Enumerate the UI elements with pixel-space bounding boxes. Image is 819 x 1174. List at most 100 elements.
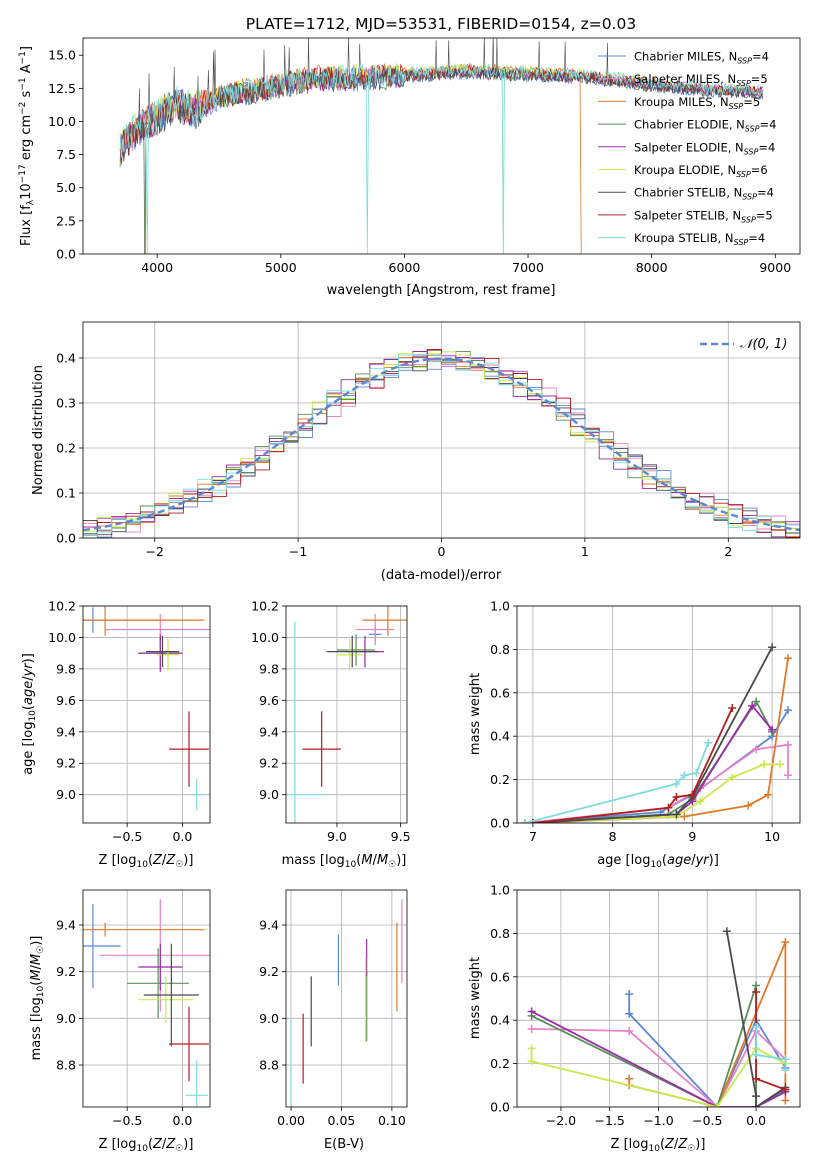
y-tick-label: 5.0 [56,180,76,195]
weight-series-line [524,743,789,823]
weight-point-marker [781,1096,790,1105]
ageZ-ylabel: age [log10(age/yr)] [21,653,38,775]
weight-series-line [531,1010,786,1107]
panel-age-vs-Z: −0.5 0.0 9.0 9.2 9.4 9.6 9.8 10.0 10.2 [48,599,210,844]
massZ-xlabel: Z [log10(Z/Z☉)] [99,1137,194,1154]
weight-series-line [755,992,786,1091]
weight-point-marker [764,790,773,799]
weight-series-line [524,763,781,823]
spectrum-title: PLATE=1712, MJD=53531, FIBERID=0154, z=0… [246,15,636,33]
weight-point-marker [784,740,793,749]
y-tick-label: 0.2 [490,1056,510,1071]
legend-count: =4 [760,118,777,132]
weight-point-marker [781,1085,790,1094]
weight-point-marker [784,654,793,663]
errorbar-group [286,606,407,823]
y-tick-label: 9.4 [259,918,279,933]
hist-step-series [83,353,800,536]
y-tick-label: 9.0 [56,1011,76,1026]
weight-point-marker [781,1066,790,1075]
y-tick-label: 10.0 [48,630,76,645]
y-tick-label: 15.0 [48,48,76,63]
x-tick-label: 0.0 [172,1113,192,1128]
weight-series-line [530,1047,786,1107]
weight-point-marker [696,797,705,806]
x-tick-label: 0.05 [328,1113,356,1128]
weight-point-marker [625,1027,634,1036]
weight-point-marker [520,819,529,823]
weight-point-marker [768,725,777,734]
x-tick-label: −0.5 [112,1113,142,1128]
legend-label: Chabrier MILES, NSSP=4 [634,50,769,66]
x-tick-label: 9000 [759,260,791,275]
legend-subscript: SSP [736,170,751,179]
legend-label: Chabrier STELIB, NSSP=4 [634,186,774,202]
weight-series-line [725,931,786,1107]
panel-age-vs-mass: 9.0 9.5 9.0 9.2 9.4 9.6 9.8 10.0 10.2 [251,599,410,845]
weight-point-marker [781,938,790,947]
residuals-xlabel: (data-model)/error [381,568,502,583]
x-tick-label: −2 [145,544,163,559]
spectrum-xlabel: wavelength [Angstrom, rest frame] [327,283,556,298]
weightZ-ylabel: mass weight [468,957,483,1039]
massEbv-xlabel: E(B-V) [324,1137,364,1152]
x-tick-label: 10 [764,829,780,844]
legend-subscript: SSP [745,125,760,134]
legend-count: =4 [752,50,769,64]
y-tick-label: 9.4 [56,724,76,739]
legend-label: Kroupa STELIB, NSSP=4 [634,231,765,247]
weight-series-line [532,707,734,823]
panel-mass-vs-Z: −0.5 0.0 8.8 9.0 9.2 9.4 [56,890,210,1128]
x-tick-label: 7000 [512,260,544,275]
x-tick-label: 5000 [265,260,297,275]
x-tick-label: 0.10 [378,1113,406,1128]
weight-point-marker [784,771,793,780]
spectrum-lines [119,38,764,254]
y-tick-label: 9.0 [56,787,76,802]
y-tick-label: 12.5 [48,81,76,96]
weight-series-line [628,994,787,1107]
y-tick-label: 0.0 [56,531,76,546]
x-tick-label: −1.0 [643,1113,673,1128]
hist-lines [83,349,800,538]
x-tick-label: −1 [289,544,307,559]
weight-point-marker [527,1007,536,1016]
ageZ-xlabel: Z [log10(Z/Z☉)] [99,853,194,870]
x-tick-label: 0.00 [277,1113,305,1128]
legend-subscript: SSP [729,102,744,111]
y-tick-label: 9.2 [259,756,279,771]
weight-point-marker [527,1024,536,1033]
legend-count: =5 [756,208,773,222]
weight-point-marker [760,760,769,769]
y-tick-label: 9.4 [259,724,279,739]
y-tick-label: 9.6 [56,693,76,708]
residuals-ylabel: Normed distribution [31,365,46,495]
y-tick-label: 0.0 [490,816,510,831]
x-tick-label: −0.5 [112,829,142,844]
x-tick-label: 1 [581,544,589,559]
weight-point-marker [527,1057,536,1066]
weight-series-line [532,646,773,823]
weight-point-marker [752,1103,761,1107]
weight-point-marker [692,769,701,778]
legend-label: Kroupa MILES, NSSP=5 [634,95,760,111]
weight-point-marker [752,1074,761,1083]
weight-point-marker [744,801,753,810]
weight-point-marker [713,1103,722,1107]
weight-point-marker [527,1044,536,1053]
y-tick-label: 9.8 [259,661,279,676]
y-tick-label: 0.6 [490,685,510,700]
legend-count: =4 [758,140,775,154]
y-tick-label: 0.3 [56,396,76,411]
weight-point-marker [625,1009,634,1018]
panel-weight-vs-Z: −2.0 −1.5 −1.0 −0.5 0.0 0.0 0.2 0.4 0.6 0.8 1.0 [490,883,800,1128]
y-tick-label: 0.2 [490,772,510,787]
normal-reference-curve [83,357,800,532]
weight-point-marker [704,738,713,747]
legend-subscript: SSP [736,79,751,88]
y-tick-label: 0.0 [490,1100,510,1115]
weight-point-marker [776,760,785,769]
y-tick-label: 0.4 [490,1013,510,1028]
x-tick-label: 4000 [141,260,173,275]
